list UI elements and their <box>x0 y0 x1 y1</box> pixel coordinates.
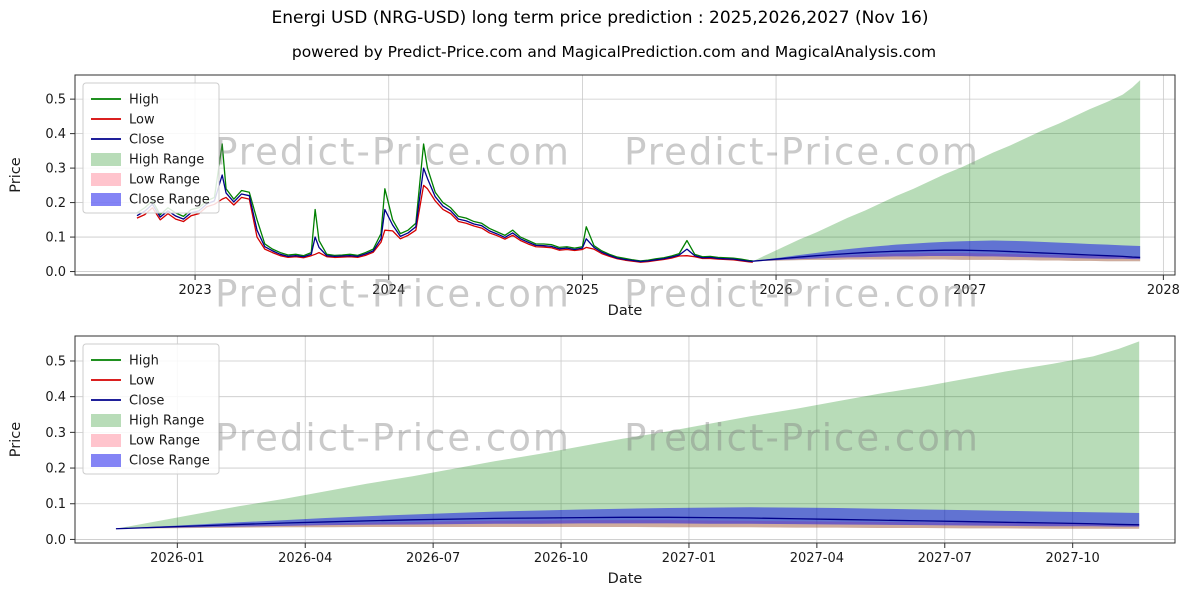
close-prediction-line <box>115 516 1140 530</box>
price-chart-bottom: 0.0 0.1 0.2 0.3 0.4 0.5 2026-01 2026-04 2026-07 2… <box>8 335 1176 587</box>
x-tick-label: 2026-04 <box>278 551 332 566</box>
axis-ticks: 0.0 0.1 0.2 0.3 0.4 0.5 2026-01 2026-04 2026-07 2… <box>45 354 1100 566</box>
y-tick-label: 0.2 <box>45 462 66 477</box>
x-tick-label: 2024 <box>372 283 405 298</box>
close-range-area <box>115 507 1140 529</box>
y-axis-label: Price <box>8 422 24 457</box>
legend-swatch <box>91 153 121 166</box>
x-axis-label: Date <box>608 571 643 587</box>
legend-label: Close Range <box>129 454 210 469</box>
x-tick-label: 2028 <box>1147 283 1180 298</box>
axis-labels: Date Price <box>8 157 642 319</box>
legend-label: High <box>129 93 159 108</box>
y-tick-label: 0.0 <box>45 265 66 280</box>
x-tick-label: 2027-04 <box>790 551 844 566</box>
high-range-area <box>115 341 1140 529</box>
close-range-area <box>752 240 1141 262</box>
grid <box>75 336 1175 543</box>
legend-swatch <box>91 193 121 206</box>
grid <box>75 75 1175 275</box>
legend-swatch <box>91 173 121 186</box>
y-tick-label: 0.5 <box>45 354 66 369</box>
legend-label: Close <box>129 133 164 148</box>
y-tick-label: 0.4 <box>45 390 66 405</box>
legend-swatch <box>91 454 121 467</box>
legend-swatch <box>91 434 121 447</box>
y-tick-label: 0.0 <box>45 533 66 548</box>
legend-label: Close <box>129 394 164 409</box>
legend-label: High <box>129 354 159 369</box>
close-line <box>136 167 753 263</box>
close-prediction-line <box>752 249 1141 262</box>
x-tick-label: 2027-01 <box>662 551 716 566</box>
axis-ticks: 0.0 0.1 0.2 0.3 0.4 0.5 2023 2024 2025 2026 2027 20… <box>45 93 1180 298</box>
x-tick-label: 2027-07 <box>918 551 972 566</box>
y-tick-label: 0.4 <box>45 127 66 142</box>
y-tick-label: 0.1 <box>45 231 66 246</box>
y-tick-label: 0.5 <box>45 93 66 108</box>
legend-label: High Range <box>129 414 204 429</box>
price-chart-top: 0.0 0.1 0.2 0.3 0.4 0.5 2023 2024 2025 2026 2027 20… <box>8 74 1180 319</box>
legend-label: Low <box>129 374 155 389</box>
x-tick-label: 2026-10 <box>534 551 588 566</box>
legend-label: Close Range <box>129 193 210 208</box>
x-tick-label: 2025 <box>566 283 599 298</box>
y-tick-label: 0.3 <box>45 426 66 441</box>
legend-box <box>82 343 220 475</box>
legend-label: Low Range <box>129 434 200 449</box>
x-tick-label: 2027 <box>953 283 986 298</box>
plot-border <box>74 335 1176 544</box>
high-line <box>136 143 753 262</box>
x-axis-label: Date <box>608 303 643 319</box>
plot-border <box>74 74 1176 276</box>
legend-label: Low <box>129 113 155 128</box>
legend-label: Low Range <box>129 173 200 188</box>
x-tick-label: 2026 <box>760 283 793 298</box>
y-tick-label: 0.2 <box>45 196 66 211</box>
legend-swatch <box>91 414 121 427</box>
y-tick-label: 0.1 <box>45 497 66 512</box>
low-line <box>136 184 753 263</box>
y-axis-label: Price <box>8 157 24 192</box>
legend: High Low Close High Range Low Range Close Ran… <box>82 82 220 214</box>
high-range-area <box>752 80 1141 262</box>
axis-labels: Date Price <box>8 422 642 587</box>
x-tick-label: 2023 <box>179 283 212 298</box>
x-tick-label: 2026-07 <box>406 551 460 566</box>
page-title: Energi USD (NRG-USD) long term price pre… <box>271 8 929 28</box>
y-tick-label: 0.3 <box>45 162 66 177</box>
legend-label: High Range <box>129 153 204 168</box>
legend: High Low Close High Range Low Range Close Ran… <box>82 343 220 475</box>
x-tick-label: 2026-01 <box>150 551 204 566</box>
legend-box <box>82 82 220 214</box>
page-subtitle: powered by Predict-Price.com and Magical… <box>291 43 937 61</box>
x-tick-label: 2027-10 <box>1046 551 1100 566</box>
